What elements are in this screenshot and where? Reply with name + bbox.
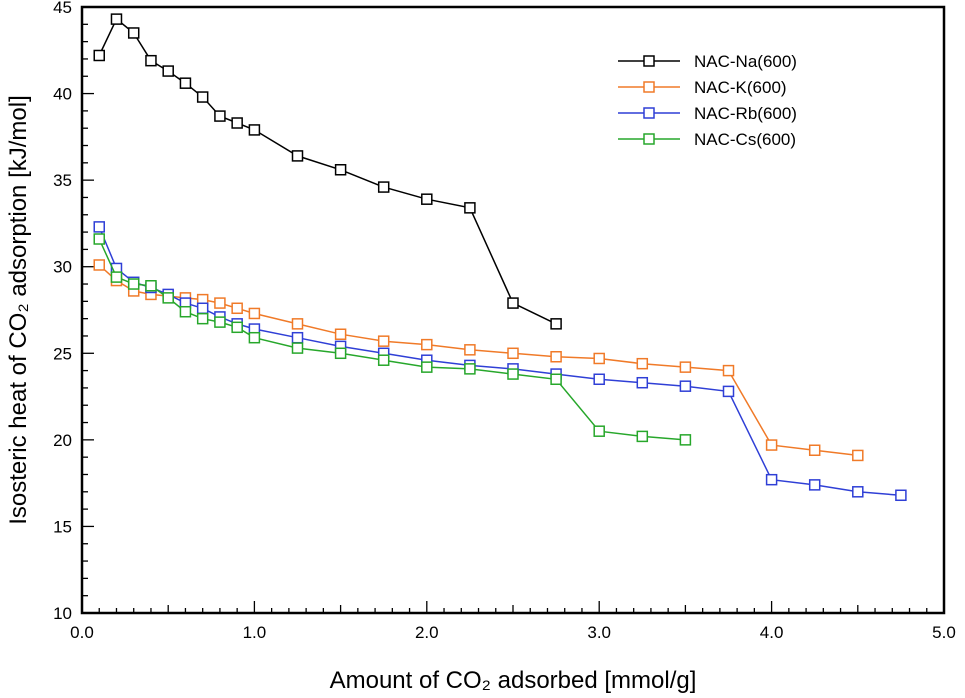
- data-point: [214, 316, 226, 328]
- data-point: [852, 449, 864, 462]
- data-point: [808, 479, 821, 491]
- series-layer: [93, 13, 907, 502]
- data-point: [593, 352, 605, 365]
- data-point: [291, 150, 304, 162]
- data-point: [248, 307, 261, 320]
- data-point: [421, 361, 433, 373]
- data-point: [110, 271, 123, 283]
- legend-label: NAC-Na(600): [694, 52, 797, 71]
- data-point: [550, 350, 562, 363]
- x-tick-label: 2.0: [415, 623, 439, 642]
- data-point: [127, 27, 140, 39]
- data-point: [145, 54, 157, 67]
- data-point: [93, 49, 105, 62]
- legend-label: NAC-Rb(600): [694, 104, 797, 123]
- data-point: [291, 342, 304, 354]
- data-point: [765, 439, 778, 451]
- data-point: [679, 380, 692, 392]
- data-point: [464, 202, 476, 214]
- x-axis-title: Amount of CO₂ adsorbed [mmol/g]: [330, 667, 697, 694]
- x-tick-label: 0.0: [70, 623, 94, 642]
- plot-area: [80, 5, 946, 615]
- data-point: [593, 373, 605, 386]
- data-point: [93, 259, 105, 271]
- data-point: [722, 385, 735, 398]
- data-point: [93, 221, 105, 233]
- data-point: [248, 331, 261, 344]
- data-point: [550, 373, 562, 386]
- data-point: [507, 368, 519, 380]
- y-tick-label: 10: [53, 604, 72, 623]
- data-point: [214, 110, 226, 122]
- data-point: [179, 305, 192, 318]
- data-point: [93, 233, 105, 245]
- data-point: [248, 124, 261, 136]
- data-point: [291, 331, 304, 344]
- y-tick-label: 25: [53, 344, 72, 363]
- data-point: [421, 193, 433, 205]
- data-point: [464, 363, 476, 375]
- data-point: [895, 489, 907, 502]
- data-point: [507, 347, 519, 360]
- data-point: [722, 364, 735, 377]
- data-point: [507, 297, 519, 309]
- legend-label: NAC-Cs(600): [694, 130, 796, 149]
- data-point: [421, 338, 433, 351]
- data-point: [179, 77, 192, 89]
- data-point: [636, 357, 649, 370]
- data-point: [377, 354, 390, 366]
- data-point: [196, 312, 209, 325]
- data-point: [334, 347, 347, 360]
- data-point: [127, 278, 140, 290]
- data-point: [377, 335, 390, 347]
- data-point: [231, 321, 243, 334]
- y-tick-label: 35: [53, 171, 72, 190]
- legend-marker: [643, 133, 655, 145]
- legend-marker: [643, 81, 655, 93]
- data-point: [852, 486, 864, 498]
- data-point: [593, 425, 605, 437]
- y-tick-label: 15: [53, 517, 72, 536]
- legend-marker: [643, 107, 655, 119]
- y-tick-label: 30: [53, 258, 72, 277]
- x-tick-label: 4.0: [760, 623, 784, 642]
- data-point: [145, 280, 157, 292]
- legend-label: NAC-K(600): [694, 78, 787, 97]
- data-point: [464, 344, 476, 356]
- data-point: [334, 164, 347, 176]
- data-point: [196, 302, 209, 315]
- data-point: [162, 65, 174, 77]
- y-tick-label: 20: [53, 431, 72, 450]
- data-point: [679, 434, 692, 446]
- data-point: [679, 361, 692, 373]
- data-point: [334, 328, 347, 340]
- data-point: [765, 473, 778, 486]
- y-tick-label: 40: [53, 85, 72, 104]
- x-tick-label: 5.0: [932, 623, 956, 642]
- data-point: [291, 318, 304, 330]
- data-point: [808, 444, 821, 456]
- y-axis-title: Isosteric heat of CO₂ adsorption [kJ/mol…: [5, 95, 32, 525]
- data-point: [377, 181, 390, 193]
- y-tick-label: 45: [53, 0, 72, 17]
- axis-ticks: 0.0 1.0 2.0 3.0 4.0 5.0 10 15 20 25 30 35 40 45: [53, 0, 956, 642]
- data-point: [550, 318, 562, 330]
- x-tick-label: 3.0: [587, 623, 611, 642]
- data-point: [110, 13, 123, 25]
- legend-marker: [643, 55, 655, 67]
- data-point: [214, 297, 226, 309]
- data-point: [231, 302, 243, 315]
- data-point: [196, 91, 209, 103]
- data-point: [162, 292, 174, 304]
- x-tick-label: 1.0: [243, 623, 267, 642]
- data-point: [231, 117, 243, 129]
- data-point: [636, 376, 649, 389]
- data-point: [636, 430, 649, 443]
- legend: NAC-Na(600) NAC-K(600) NAC-Rb(600) NAC-Cs(6…: [618, 52, 797, 149]
